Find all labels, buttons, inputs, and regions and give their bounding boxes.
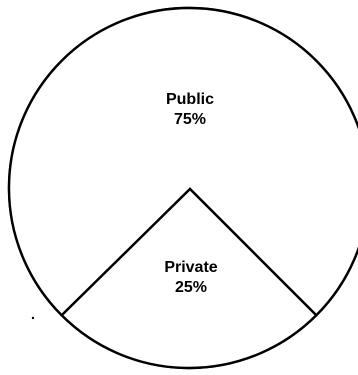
slice-value-private: 25%	[175, 279, 207, 296]
slice-label-private: Private	[164, 259, 217, 276]
pie-slice-private	[60, 187, 318, 370]
slice-value-public: 75%	[174, 111, 206, 128]
pie-slices	[7, 6, 358, 370]
slice-label-public: Public	[166, 91, 214, 108]
pie-labels: Public 75% Private 25%	[164, 91, 217, 296]
pie-slice-public	[7, 6, 358, 317]
stray-mark	[31, 316, 35, 320]
